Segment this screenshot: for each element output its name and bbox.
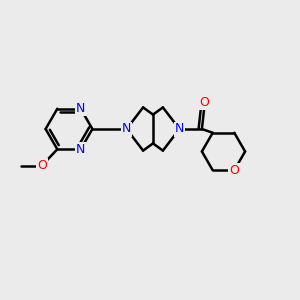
Text: O: O [230, 164, 239, 177]
Text: N: N [76, 143, 86, 156]
Text: O: O [200, 95, 209, 109]
Text: O: O [37, 159, 46, 172]
Text: N: N [122, 122, 131, 136]
Text: N: N [175, 122, 184, 136]
Text: N: N [76, 102, 86, 115]
